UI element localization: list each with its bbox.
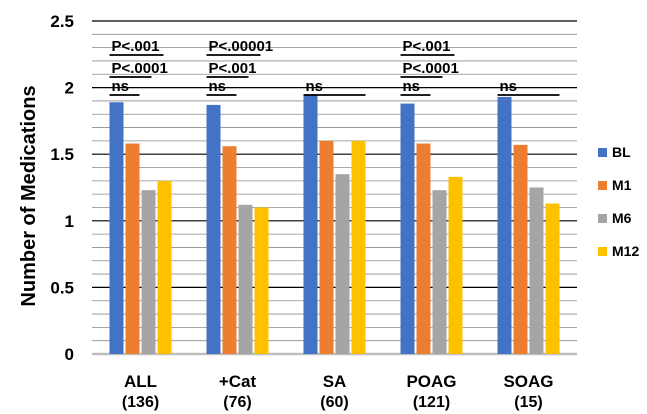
grid-layer: [92, 20, 577, 356]
y-tick-label: 1: [65, 212, 74, 231]
legend-label-m6: M6: [612, 210, 632, 226]
bar-m1-4: [513, 144, 528, 354]
x-tick-sublabel: (121): [413, 394, 450, 411]
bar-m1-0: [125, 143, 140, 354]
y-tick-labels: 0 0.5 1 1.5 2 2.5: [50, 12, 74, 364]
x-tick-sublabel: (60): [320, 394, 348, 411]
bar-bl-2: [303, 94, 318, 354]
legend-label-m1: M1: [612, 177, 632, 193]
y-tick-label: 1.5: [50, 145, 74, 164]
x-tick-label: ALL: [124, 372, 157, 391]
bar-bl-3: [400, 103, 415, 354]
x-tick-sublabel: (76): [223, 394, 251, 411]
bar-m12-0: [157, 180, 172, 354]
x-tick-label: SA: [323, 372, 347, 391]
y-tick-label: 2.5: [50, 12, 74, 31]
bar-m12-4: [545, 203, 560, 354]
bar-m12-3: [448, 176, 463, 354]
significance-label: ns: [500, 78, 518, 95]
y-axis-label: Number of Medications: [18, 85, 40, 306]
significance-label: ns: [112, 78, 130, 95]
legend-swatch-bl: [598, 148, 607, 157]
bar-bl-1: [206, 104, 221, 354]
bar-m6-2: [335, 174, 350, 354]
legend-label-m12: M12: [612, 243, 639, 259]
y-tick-label: 2: [65, 79, 74, 98]
legend: BL M1 M6 M12: [598, 144, 639, 259]
bar-m6-3: [432, 190, 447, 354]
bars-layer: [109, 94, 560, 354]
bar-bl-0: [109, 102, 124, 354]
legend-swatch-m12: [598, 247, 607, 256]
x-tick-sublabel: (136): [122, 394, 159, 411]
y-tick-label: 0.5: [50, 278, 74, 297]
significance-label: P<.001: [209, 60, 257, 77]
bar-bl-4: [497, 96, 512, 354]
significance-label: P<.001: [112, 38, 160, 55]
bar-m6-1: [238, 204, 253, 354]
significance-label: P<.00001: [209, 38, 274, 55]
significance-label: P<.0001: [112, 60, 168, 77]
bar-m12-2: [351, 140, 366, 354]
x-tick-label: POAG: [406, 372, 456, 391]
legend-swatch-m1: [598, 181, 607, 190]
x-tick-label: SOAG: [503, 372, 553, 391]
legend-swatch-m6: [598, 214, 607, 223]
bar-m1-1: [222, 146, 237, 354]
significance-label: ns: [306, 78, 324, 95]
y-tick-label: 0: [65, 345, 74, 364]
x-tick-sublabel: (15): [514, 394, 542, 411]
significance-label: P<.0001: [403, 60, 459, 77]
significance-label: ns: [209, 78, 227, 95]
bar-m12-1: [254, 207, 269, 354]
x-tick-label: +Cat: [219, 372, 257, 391]
x-tick-labels: ALL (136) +Cat (76) SA (60) POAG (121) SOAG (15): [122, 372, 554, 411]
significance-label: P<.001: [403, 38, 451, 55]
bar-m6-0: [141, 190, 156, 354]
bar-m1-3: [416, 143, 431, 354]
legend-label-bl: BL: [612, 144, 631, 160]
bar-m6-4: [529, 187, 544, 354]
significance-label: ns: [403, 78, 421, 95]
bar-m1-2: [319, 140, 334, 354]
